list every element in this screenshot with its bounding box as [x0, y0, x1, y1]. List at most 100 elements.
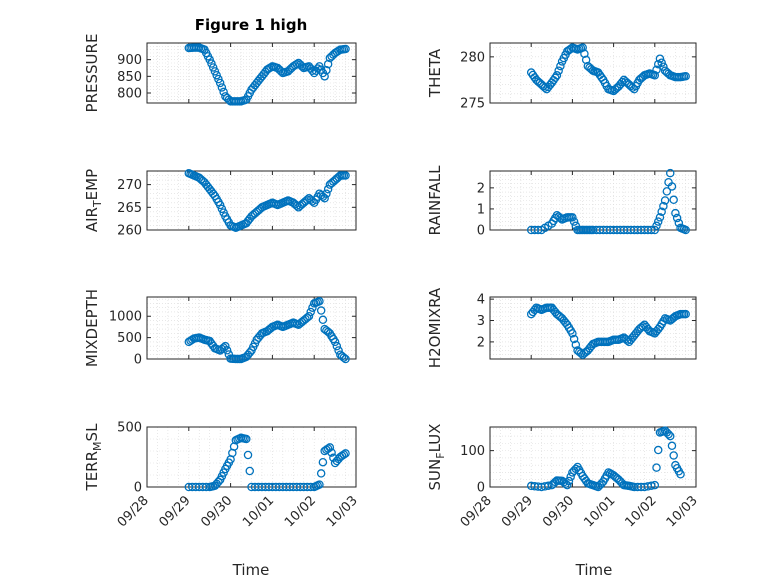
- data-point: [671, 208, 680, 218]
- y-tick-label: 0: [477, 481, 485, 496]
- data-point: [316, 306, 326, 315]
- x-tick-label: 10/03: [324, 493, 361, 530]
- y-tick-label: 500: [117, 331, 142, 346]
- x-tick-label: 09/28: [115, 493, 152, 530]
- data-point: [660, 196, 670, 205]
- y-axis-label: AIRTEMP: [83, 169, 104, 232]
- axes-frame: [146, 42, 357, 104]
- subplot-rainfall: 0 1 2 RAINFALL: [426, 165, 697, 239]
- axes-frame: [146, 170, 357, 231]
- y-axis-label: H2OMIXRA: [426, 287, 444, 368]
- data-point: [339, 353, 349, 362]
- data-point: [659, 201, 668, 211]
- data-point: [222, 346, 232, 355]
- data-point: [221, 341, 230, 351]
- data-point: [341, 171, 350, 180]
- y-tick-label: 0: [477, 224, 485, 239]
- y-tick-label: 275: [460, 97, 485, 112]
- y-tick-label: 500: [117, 421, 142, 436]
- subplot-sun-flux: 0 100 09/28 09/29 09/30 10/01 10/02 10/03 SUNFLU…: [426, 424, 701, 531]
- data-point: [564, 476, 574, 486]
- data-point: [315, 297, 324, 306]
- data-point: [212, 70, 221, 80]
- data-point: [662, 187, 672, 196]
- data-point: [242, 434, 251, 444]
- data-point: [568, 329, 577, 338]
- data-point: [327, 448, 336, 457]
- data-point: [568, 213, 577, 222]
- y-tick-label: 2: [477, 181, 485, 196]
- subplot-terr-msl: 0 500 09/28 09/29 09/30 10/01 10/02 10/03 TERRMS…: [83, 421, 361, 531]
- y-tick-label: 1: [477, 202, 485, 217]
- x-tick-label: 09/29: [499, 493, 536, 530]
- x-tick-label: 09/30: [198, 493, 235, 530]
- x-tick-label: 10/03: [664, 493, 701, 530]
- data-point: [292, 59, 302, 69]
- data-point: [681, 309, 690, 319]
- data-point: [219, 87, 228, 97]
- y-tick-label: 280: [460, 50, 485, 65]
- x-tick-label: 10/01: [240, 493, 277, 530]
- data-point: [556, 61, 565, 71]
- data-point: [214, 74, 223, 84]
- data-point: [653, 445, 663, 455]
- data-point: [210, 67, 220, 76]
- data-point: [578, 43, 587, 52]
- data-point: [217, 83, 227, 92]
- data-point: [243, 450, 253, 460]
- subplot-h2omixra: 2 3 4 H2OMIXRA: [426, 287, 697, 368]
- data-point: [571, 340, 581, 349]
- data-point: [323, 184, 333, 194]
- x-tick-label: 09/30: [540, 493, 577, 530]
- data-point: [315, 480, 324, 489]
- subplot-theta: 275 280 THETA: [426, 42, 697, 112]
- data-point: [652, 221, 661, 231]
- data-point: [647, 481, 656, 491]
- data-point: [544, 481, 553, 491]
- data-point: [304, 311, 314, 321]
- data-point: [205, 55, 214, 64]
- y-axis-label: SUNFLUX: [426, 424, 447, 491]
- data-point: [667, 182, 677, 191]
- data-point: [245, 466, 255, 476]
- y-axis-label: TERRMSL: [83, 423, 104, 492]
- subplot-grid: 800 850 900 PRESSURE 275 280 THETA 260 265 270 AIR…: [83, 34, 701, 531]
- data-point: [650, 225, 660, 235]
- data-point: [669, 451, 678, 460]
- data-point: [650, 71, 660, 80]
- data-point: [341, 449, 350, 458]
- data-point: [672, 213, 682, 223]
- data-point: [325, 443, 335, 452]
- y-tick-label: 0: [134, 353, 142, 368]
- y-axis-label: RAINFALL: [426, 165, 444, 236]
- data-point: [657, 58, 666, 67]
- data-point: [322, 189, 331, 198]
- data-point: [581, 55, 591, 65]
- y-tick-label: 900: [117, 53, 142, 68]
- data-point: [569, 334, 579, 344]
- data-point: [655, 213, 665, 222]
- x-tick-label: 09/28: [458, 493, 495, 530]
- data-point: [208, 63, 218, 72]
- data-point: [666, 168, 675, 178]
- data-point: [666, 431, 675, 441]
- data-point: [655, 54, 665, 63]
- data-point: [676, 470, 685, 479]
- data-point: [339, 450, 349, 459]
- data-point: [306, 307, 315, 317]
- data-point: [292, 201, 302, 211]
- data-point: [554, 66, 563, 75]
- data-point: [550, 73, 560, 83]
- y-tick-label: 0: [134, 481, 142, 496]
- subplot-pressure: 800 850 900 PRESSURE: [83, 34, 357, 112]
- figure-title: Figure 1 high: [195, 16, 308, 34]
- data-point: [552, 71, 562, 80]
- y-tick-label: 800: [117, 87, 142, 102]
- y-tick-label: 100: [460, 444, 485, 459]
- data-point: [316, 469, 326, 478]
- data-point: [652, 65, 661, 75]
- subplot-air-temp: 260 265 270 AIRTEMP: [83, 169, 357, 239]
- y-tick-label: 2: [477, 335, 485, 350]
- data-point: [569, 217, 579, 226]
